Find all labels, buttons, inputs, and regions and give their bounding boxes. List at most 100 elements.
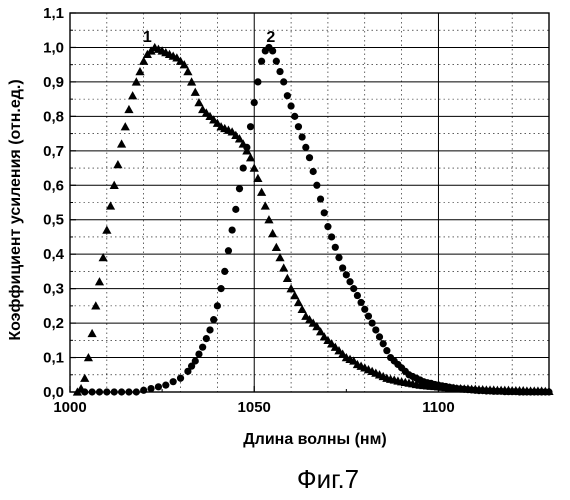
series-1-label: 1 [143,29,152,46]
y-tick-label: 0,8 [43,108,64,125]
series-2-point [229,226,236,233]
series-1-point [191,88,200,96]
series-1-point [268,229,277,237]
series-2-point [258,58,265,65]
series-layer: 12 [73,29,554,396]
y-tick-label: 0,3 [43,281,64,298]
series-2-point [199,344,206,351]
series-2-point [273,58,280,65]
series-1-point [124,105,133,113]
series-1-point [113,160,122,168]
series-2-point [372,326,379,333]
series-2-point [177,375,184,382]
series-2-point [217,285,224,292]
series-2-point [269,47,276,54]
series-2-point [365,313,372,320]
series-2-point [155,383,162,390]
y-tick-label: 1,1 [43,5,64,22]
series-2-point [310,168,317,175]
series-1-point [117,139,126,147]
series-2-point [291,113,298,120]
axis-labels: 0,00,10,20,30,40,50,60,70,80,91,01,11000… [43,5,455,416]
y-axis-title: Коэффициент усиления (отн.ед.) [7,79,24,340]
series-1-point [257,188,266,196]
y-tick-label: 1,0 [43,39,64,56]
series-1-point [128,91,137,99]
series-2-point [276,68,283,75]
series-1: 1 [73,29,554,396]
series-2-point [332,244,339,251]
series-2-point [321,209,328,216]
series-2-point [324,223,331,230]
series-2-point [140,387,147,394]
series-2-point [354,292,361,299]
series-2-point [147,385,154,392]
series-1-point [272,243,281,251]
y-tick-label: 0,2 [43,315,64,332]
series-1-point [80,374,89,382]
series-2-point [206,326,213,333]
series-2-point [287,102,294,109]
series-1-point [283,274,292,282]
grid [70,13,549,392]
series-1-point [88,329,97,337]
series-2-point [214,302,221,309]
series-1-point [91,301,100,309]
series-2-point [302,144,309,151]
series-2-point [299,133,306,140]
series-2-point [170,378,177,385]
series-2-point [343,271,350,278]
series-2-point [203,335,210,342]
series-2-point [328,233,335,240]
series-1-point [121,122,130,130]
series-2-point [369,319,376,326]
series-2-point [383,347,390,354]
series-2-point [346,278,353,285]
series-2-point [313,182,320,189]
series-2-point [361,306,368,313]
series-2-point [317,195,324,202]
y-tick-label: 0,5 [43,212,64,229]
series-2-point [339,264,346,271]
x-tick-label: 1000 [53,399,86,416]
series-2-point [350,285,357,292]
series-2-point [280,78,287,85]
x-tick-label: 1050 [238,399,271,416]
series-2-point [240,164,247,171]
series-2-point [284,92,291,99]
series-2-point [251,99,258,106]
series-2-point [162,382,169,389]
y-tick-label: 0,7 [43,143,64,160]
series-2-point [380,340,387,347]
y-tick-label: 0,4 [43,246,65,263]
series-2-point [236,185,243,192]
x-axis-title: Длина волны (нм) [243,431,387,448]
series-2-point [335,254,342,261]
series-2-point [254,78,261,85]
series-2-point [232,206,239,213]
series-1-point [250,163,259,171]
series-2-point [195,351,202,358]
series-1-point [135,67,144,75]
series-2-point [243,144,250,151]
series-2-point [192,357,199,364]
series-1-point [194,98,203,106]
series-2-point [357,299,364,306]
series-2-point [210,316,217,323]
y-tick-label: 0,1 [43,350,64,367]
series-2-point [376,333,383,340]
y-tick-label: 0,9 [43,74,64,91]
series-2-point [225,247,232,254]
series-2-point [306,154,313,161]
series-2-label: 2 [266,29,275,46]
figure-caption: Фиг.7 [297,464,359,494]
series-2-point [221,268,228,275]
series-2-point [247,123,254,130]
y-tick-label: 0,6 [43,177,64,194]
series-2-point [295,123,302,130]
series-1-point [279,263,288,271]
series-1-point [102,225,111,233]
x-tick-label: 1100 [422,399,455,416]
series-1-point [95,277,104,285]
